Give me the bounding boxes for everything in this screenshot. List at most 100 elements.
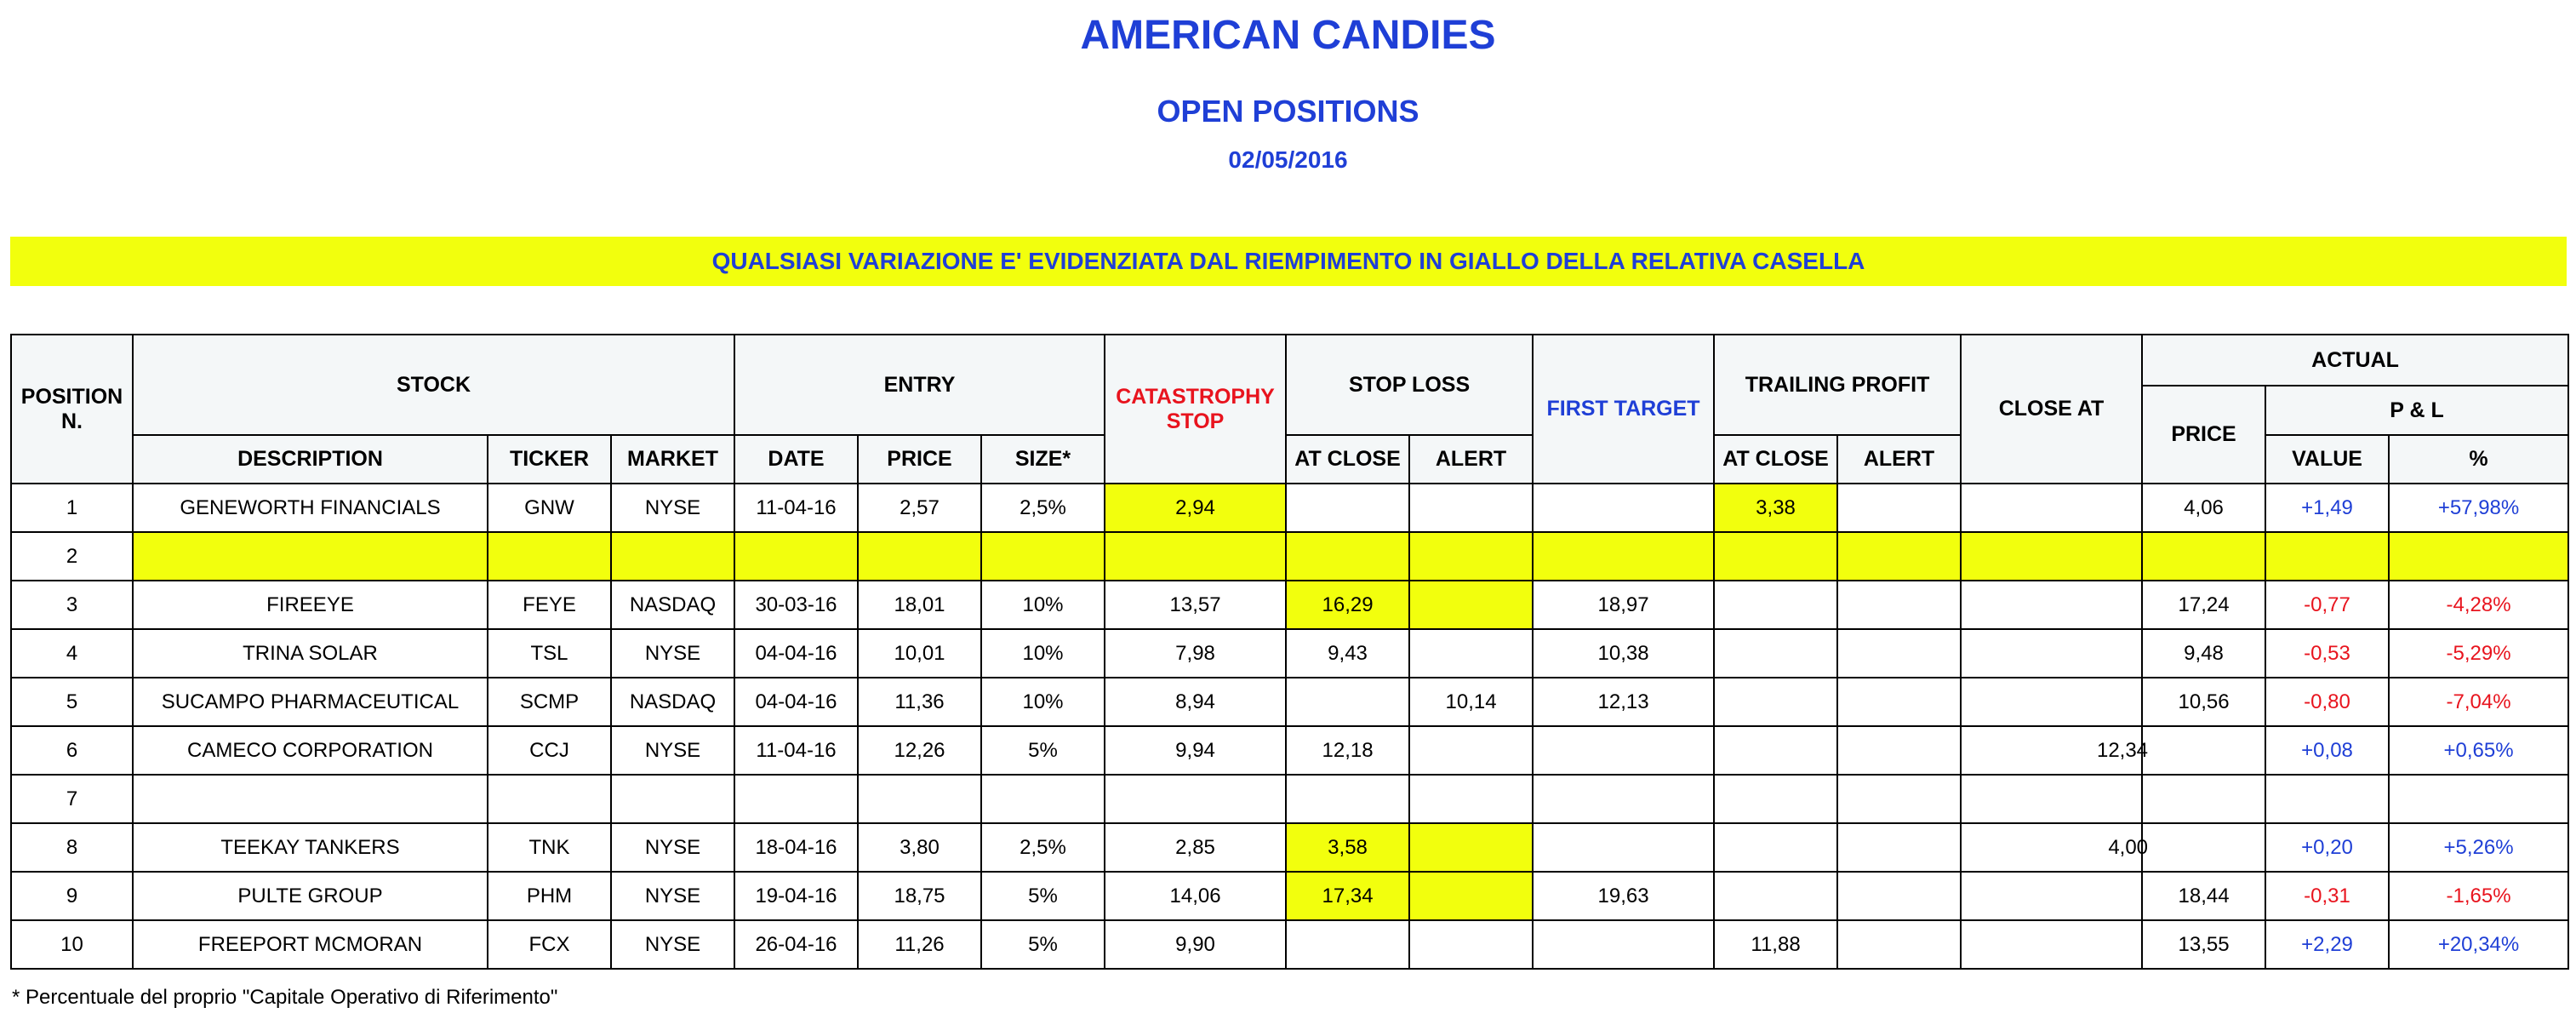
cell-trailing-alert [1836,919,1962,970]
cell-catastrophy-stop: 8,94 [1104,677,1288,727]
cell-trailing-alert [1836,483,1962,533]
cell-stop-loss-alert [1408,871,1534,921]
cell-stop-loss-alert: 10,14 [1408,677,1534,727]
cell-size: 10% [980,580,1106,630]
cell-pl-value: +0,20 [2265,822,2390,873]
cell-pl-value: +2,29 [2265,919,2390,970]
open-positions-table: POSITION N. STOCK ENTRY CATASTROPHY STOP… [10,334,2570,970]
cell-size: 5% [980,919,1106,970]
header-trailing-profit: TRAILING PROFIT [1713,334,1962,436]
cell-actual-price [2141,725,2267,776]
cell-catastrophy-stop: 2,85 [1104,822,1288,873]
cell-position-number: 10 [10,919,134,970]
cell-close-at [1960,483,2144,533]
cell-size: 2,5% [980,483,1106,533]
cell-actual-price [2141,774,2267,824]
cell-stop-loss-alert [1408,919,1534,970]
cell-entry-price [857,531,982,581]
table-row: 5 SUCAMPO PHARMACEUTICAL SCMP NASDAQ 04-04-1… [10,677,2570,727]
cell-trailing-alert [1836,580,1962,630]
cell-catastrophy-stop [1104,531,1288,581]
cell-size: 2,5% [980,822,1106,873]
cell-trailing-alert [1836,774,1962,824]
header-actual: ACTUAL [2141,334,2570,386]
cell-pl-percent: -1,65% [2388,871,2570,921]
cell-stop-loss-alert [1408,531,1534,581]
table-row: 8 TEEKAY TANKERS TNK NYSE 18-04-16 3,80 2,5% 2,… [10,822,2570,873]
cell-catastrophy-stop: 9,94 [1104,725,1288,776]
header-sl-alert: ALERT [1408,434,1534,484]
cell-description: CAMECO CORPORATION [132,725,488,776]
cell-description [132,531,488,581]
cell-size: 5% [980,725,1106,776]
cell-pl-value: -0,31 [2265,871,2390,921]
cell-market: NASDAQ [610,580,735,630]
cell-first-target: 10,38 [1532,628,1716,678]
header-stop-loss: STOP LOSS [1285,334,1534,436]
cell-pl-percent [2388,531,2570,581]
cell-close-at [1960,774,2144,824]
header-entry: ENTRY [733,334,1106,436]
cell-position-number: 2 [10,531,134,581]
cell-close-at: 4,00 [1960,822,2148,873]
cell-trailing-at-close [1713,628,1839,678]
table-row: 4 TRINA SOLAR TSL NYSE 04-04-16 10,01 10% 7,98 9… [10,628,2570,678]
table-row: 7 [10,774,2570,824]
cell-pl-percent: -5,29% [2388,628,2570,678]
cell-description: TRINA SOLAR [132,628,488,678]
cell-catastrophy-stop: 14,06 [1104,871,1288,921]
cell-position-number: 5 [10,677,134,727]
cell-trailing-alert [1836,677,1962,727]
cell-stop-loss-at-close: 12,18 [1285,725,1411,776]
cell-position-number: 8 [10,822,134,873]
cell-stop-loss-at-close [1285,774,1411,824]
cell-entry-date: 18-04-16 [734,822,859,873]
cell-actual-price: 10,56 [2141,677,2267,727]
cell-stop-loss-at-close [1285,677,1411,727]
header-percent: % [2388,434,2570,484]
cell-ticker [487,531,612,581]
close-at-value: 4,00 [2108,835,2149,859]
cell-trailing-alert [1836,822,1962,873]
cell-actual-price: 9,48 [2141,628,2267,678]
cell-actual-price: 18,44 [2141,871,2267,921]
header-tp-at-close: AT CLOSE [1713,434,1839,484]
cell-stop-loss-alert [1408,628,1534,678]
cell-entry-date: 04-04-16 [734,628,859,678]
cell-close-at [1960,580,2144,630]
cell-trailing-at-close [1713,725,1839,776]
cell-position-number: 9 [10,871,134,921]
cell-trailing-at-close [1713,774,1839,824]
cell-stop-loss-alert [1408,725,1534,776]
cell-size: 10% [980,628,1106,678]
cell-description: TEEKAY TANKERS [132,822,488,873]
cell-actual-price: 4,06 [2141,483,2267,533]
cell-trailing-at-close [1713,580,1839,630]
cell-entry-date [734,774,859,824]
table-row: 9 PULTE GROUP PHM NYSE 19-04-16 18,75 5% 14,06 1… [10,871,2570,921]
cell-market: NASDAQ [610,677,735,727]
cell-first-target [1532,483,1716,533]
cell-entry-price: 18,75 [857,871,982,921]
cell-stop-loss-at-close: 9,43 [1285,628,1411,678]
cell-pl-percent: -7,04% [2388,677,2570,727]
cell-pl-percent: +20,34% [2388,919,2570,970]
cell-entry-date: 30-03-16 [734,580,859,630]
cell-entry-price: 2,57 [857,483,982,533]
cell-entry-date: 26-04-16 [734,919,859,970]
table-row: 3 FIREEYE FEYE NASDAQ 30-03-16 18,01 10% 13,57 1… [10,580,2570,630]
cell-stop-loss-at-close: 3,58 [1285,822,1411,873]
table-row: 10 FREEPORT MCMORAN FCX NYSE 26-04-16 11,26 5%… [10,919,2570,970]
cell-position-number: 4 [10,628,134,678]
cell-pl-value: +1,49 [2265,483,2390,533]
cell-size [980,531,1106,581]
cell-description: SUCAMPO PHARMACEUTICAL [132,677,488,727]
cell-position-number: 3 [10,580,134,630]
cell-market: NYSE [610,871,735,921]
cell-size: 10% [980,677,1106,727]
cell-first-target [1532,822,1716,873]
report-date: 02/05/2016 [1228,146,1348,173]
cell-ticker: GNW [487,483,612,533]
cell-stop-loss-at-close: 17,34 [1285,871,1411,921]
cell-stop-loss-at-close: 16,29 [1285,580,1411,630]
